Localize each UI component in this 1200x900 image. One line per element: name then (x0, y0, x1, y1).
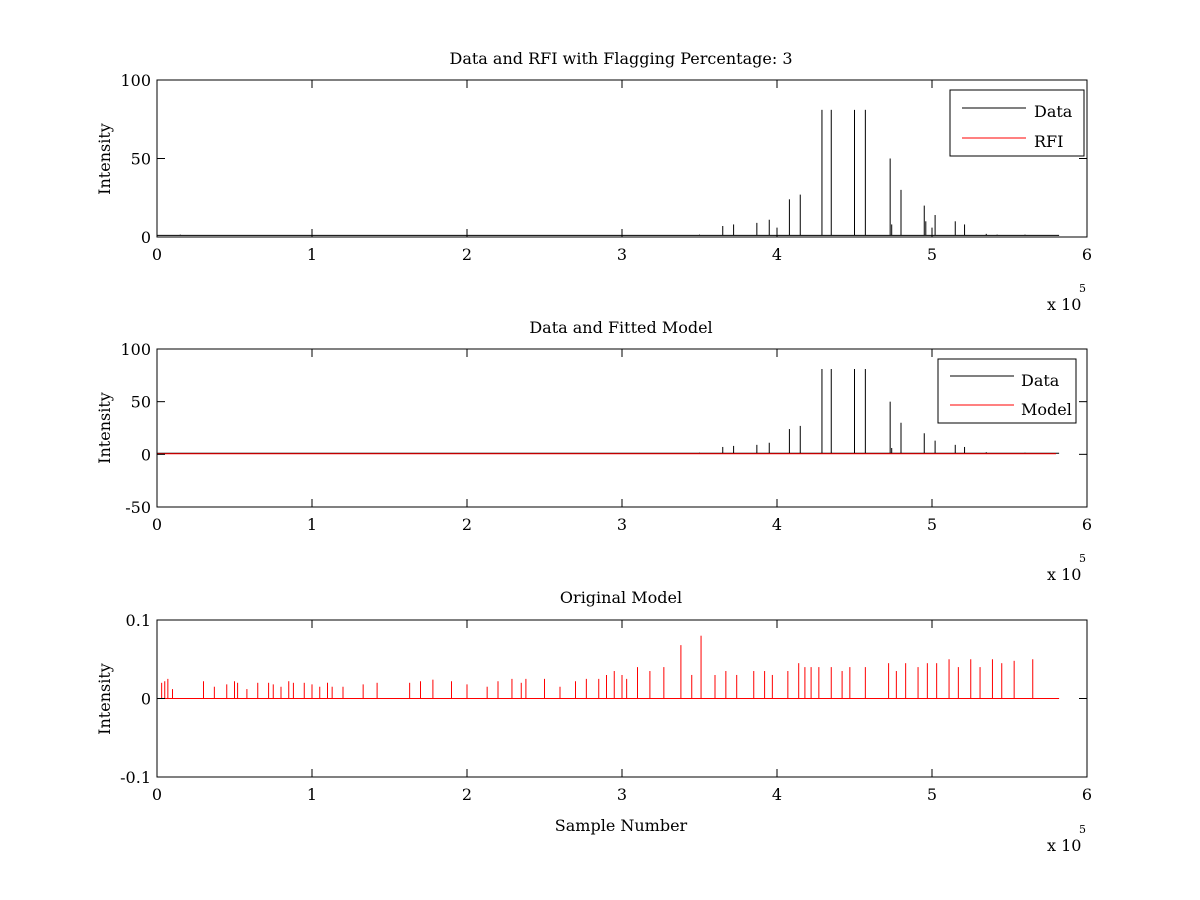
x-tick-label: 0 (152, 515, 162, 534)
x-tick-label: 3 (617, 785, 627, 804)
x-tick-label: 1 (307, 785, 317, 804)
x-exponent-text-3: x 10 (1047, 836, 1081, 855)
y-tick-label: 100 (120, 71, 151, 90)
chart-title-2: Data and Fitted Model (529, 318, 712, 337)
legend-1: Data RFI (949, 89, 1085, 157)
x-tick-label: 2 (462, 245, 472, 264)
x-tick-label: 2 (462, 785, 472, 804)
x-tick-label: 4 (772, 515, 782, 534)
x-exponent-text-2: x 10 (1047, 565, 1081, 584)
y-axis-label-3: Intensity (95, 663, 114, 735)
x-tick-label: 0 (152, 245, 162, 264)
x-tick-label: 6 (1082, 515, 1092, 534)
x-tick-label: 5 (927, 515, 937, 534)
chart-panel-1: Data and RFI with Flagging Percentage: 3… (95, 49, 1092, 314)
chart-title-3: Original Model (560, 588, 682, 607)
x-exponent-text-1: x 10 (1047, 295, 1081, 314)
exponent-label-3: x 10 5 (1047, 823, 1086, 855)
x-exponent-power-3: 5 (1079, 823, 1086, 836)
legend-label-data-2: Data (1021, 371, 1060, 390)
chart-panel-2: Data and Fitted Model Intensity 0 1 2 3 4 5 6 -… (95, 318, 1092, 584)
y-tick-label: 100 (120, 340, 151, 359)
y-tick-label: 0 (141, 690, 151, 709)
y-tick-label: -50 (125, 498, 151, 517)
y-axis-label-2: Intensity (95, 392, 114, 464)
x-tick-label: 5 (927, 245, 937, 264)
legend-box-2 (937, 358, 1077, 424)
y-tick-label: 50 (131, 393, 151, 412)
plot-area-1: 0 1 2 3 4 5 6 0 50 100 (120, 71, 1092, 264)
x-tick-label: 6 (1082, 785, 1092, 804)
y-tick-label: 0 (141, 228, 151, 247)
chart-panel-3: Original Model Intensity 0 1 2 3 4 5 6-0.100.1… (95, 588, 1092, 855)
y-tick-label: -0.1 (120, 768, 151, 787)
x-tick-label: 0 (152, 785, 162, 804)
exponent-label-2: x 10 5 (1047, 552, 1086, 584)
x-tick-label: 3 (617, 515, 627, 534)
x-tick-label: 6 (1082, 245, 1092, 264)
chart-title-1: Data and RFI with Flagging Percentage: 3 (449, 49, 792, 68)
x-tick-label: 5 (927, 785, 937, 804)
plot-area-3: 0 1 2 3 4 5 6-0.100.1 (120, 611, 1092, 804)
x-exponent-power-1: 5 (1079, 282, 1086, 295)
y-tick-label: 0 (141, 445, 151, 464)
x-tick-label: 4 (772, 245, 782, 264)
exponent-label-1: x 10 5 (1047, 282, 1086, 314)
x-tick-label: 3 (617, 245, 627, 264)
x-exponent-power-2: 5 (1079, 552, 1086, 565)
x-tick-label: 1 (307, 515, 317, 534)
legend-label-data-1: Data (1034, 102, 1073, 121)
legend-2: Data Model (937, 358, 1077, 424)
x-tick-label: 1 (307, 245, 317, 264)
y-axis-label-1: Intensity (95, 123, 114, 195)
y-tick-label: 50 (131, 150, 151, 169)
x-tick-label: 2 (462, 515, 472, 534)
legend-label-rfi-1: RFI (1034, 132, 1063, 151)
x-axis-label-3: Sample Number (555, 816, 688, 835)
y-tick-label: 0.1 (126, 611, 151, 630)
x-tick-label: 4 (772, 785, 782, 804)
legend-box-1 (949, 89, 1085, 157)
legend-label-model-2: Model (1021, 400, 1072, 419)
